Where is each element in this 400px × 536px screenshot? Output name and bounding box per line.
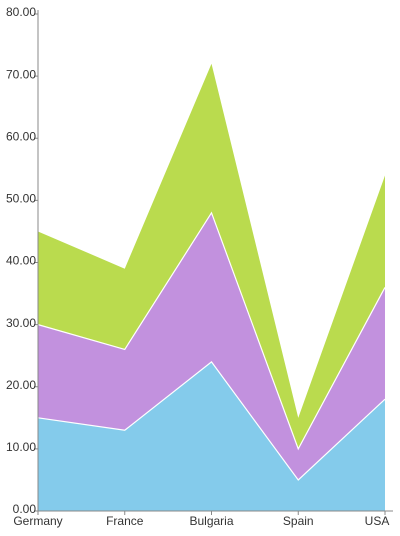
x-tick-label: USA (365, 514, 390, 528)
y-tick-label: 20.00 (6, 378, 36, 392)
y-tick-label: 0.00 (13, 502, 37, 516)
y-tick-label: 70.00 (6, 67, 36, 81)
area-edge (37, 211, 386, 451)
y-tick-label: 40.00 (6, 254, 36, 268)
y-tick-label: 30.00 (6, 316, 36, 330)
area (38, 63, 385, 449)
x-tick-label: France (106, 514, 144, 528)
x-tick-label: Spain (283, 514, 314, 528)
area-edge (37, 361, 386, 481)
area (38, 212, 385, 480)
y-tick-label: 10.00 (6, 440, 36, 454)
x-tick-label: Bulgaria (189, 514, 233, 528)
y-tick-label: 50.00 (6, 192, 36, 206)
y-tick-label: 80.00 (6, 5, 36, 19)
area (38, 361, 385, 511)
y-tick-label: 60.00 (6, 129, 36, 143)
x-tick-label: Germany (13, 514, 62, 528)
